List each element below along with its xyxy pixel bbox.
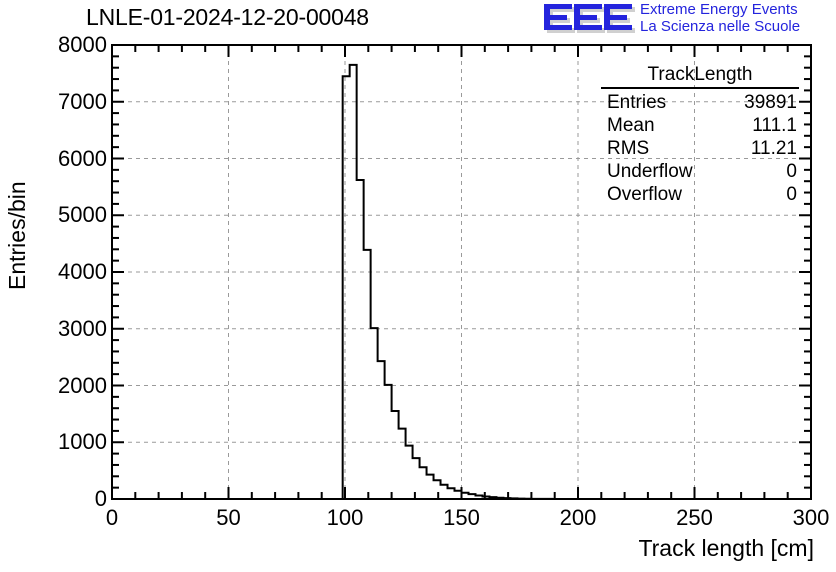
stats-row: RMS 11.21 <box>597 137 803 160</box>
eee-logo-text: Extreme Energy Events La Scienza nelle S… <box>640 1 800 35</box>
stats-title: TrackLength <box>601 64 799 89</box>
stats-row-key: Overflow <box>607 184 682 205</box>
stats-row-value: 11.21 <box>750 138 797 159</box>
stats-row-key: RMS <box>607 138 650 159</box>
stats-row-value: 0 <box>786 184 797 205</box>
y-tick-label: 6000 <box>58 145 107 171</box>
stats-box: TrackLength Entries 39891 Mean 111.1 RMS 11.2… <box>597 64 803 206</box>
stats-row-value: 111.1 <box>752 115 797 136</box>
stats-row: Mean 111.1 <box>597 114 803 137</box>
stats-row: Overflow 0 <box>597 183 803 206</box>
plot-frame <box>111 44 812 500</box>
y-tick-label: 0 <box>94 486 107 511</box>
x-tick-label: 50 <box>216 505 241 530</box>
eee-logo-mark <box>544 4 635 33</box>
x-tick-label: 150 <box>443 505 480 530</box>
x-tick-label: 100 <box>326 505 364 530</box>
y-tick-label: 8000 <box>58 32 107 57</box>
x-tick-label: 200 <box>559 505 597 530</box>
stats-row-key: Underflow <box>607 161 693 182</box>
y-tick-label: 3000 <box>58 315 107 341</box>
stats-rows: Entries 39891 Mean 111.1 RMS 11.21 Underflow 0 O… <box>597 91 803 206</box>
eee-logo-line2: La Scienza nelle Scuole <box>640 18 801 35</box>
x-tick-label: 250 <box>676 505 713 530</box>
x-tick-label: 300 <box>792 505 830 530</box>
x-tick-label: 0 <box>105 505 119 530</box>
page-title: LNLE-01-2024-12-20-00048 <box>86 4 369 30</box>
y-tick-label: 5000 <box>58 202 107 228</box>
y-tick-label: 7000 <box>58 88 107 114</box>
y-axis-title: Entries/bin <box>4 181 30 290</box>
stats-row: Entries 39891 <box>597 91 803 114</box>
y-tick-label: 2000 <box>58 372 107 398</box>
x-axis-title: Track length [cm] <box>638 535 814 561</box>
y-tick-label: 4000 <box>58 259 107 284</box>
eee-logo-line1: Extreme Energy Events <box>640 1 798 18</box>
stats-row-value: 0 <box>786 161 797 182</box>
eee-logo: Extreme Energy Events La Scienza nelle S… <box>543 0 836 38</box>
stats-row: Underflow 0 <box>597 160 803 183</box>
stats-row-key: Entries <box>607 92 667 113</box>
stats-row-key: Mean <box>607 115 655 136</box>
y-tick-label: 1000 <box>58 429 107 455</box>
stats-row-value: 39891 <box>744 92 797 113</box>
